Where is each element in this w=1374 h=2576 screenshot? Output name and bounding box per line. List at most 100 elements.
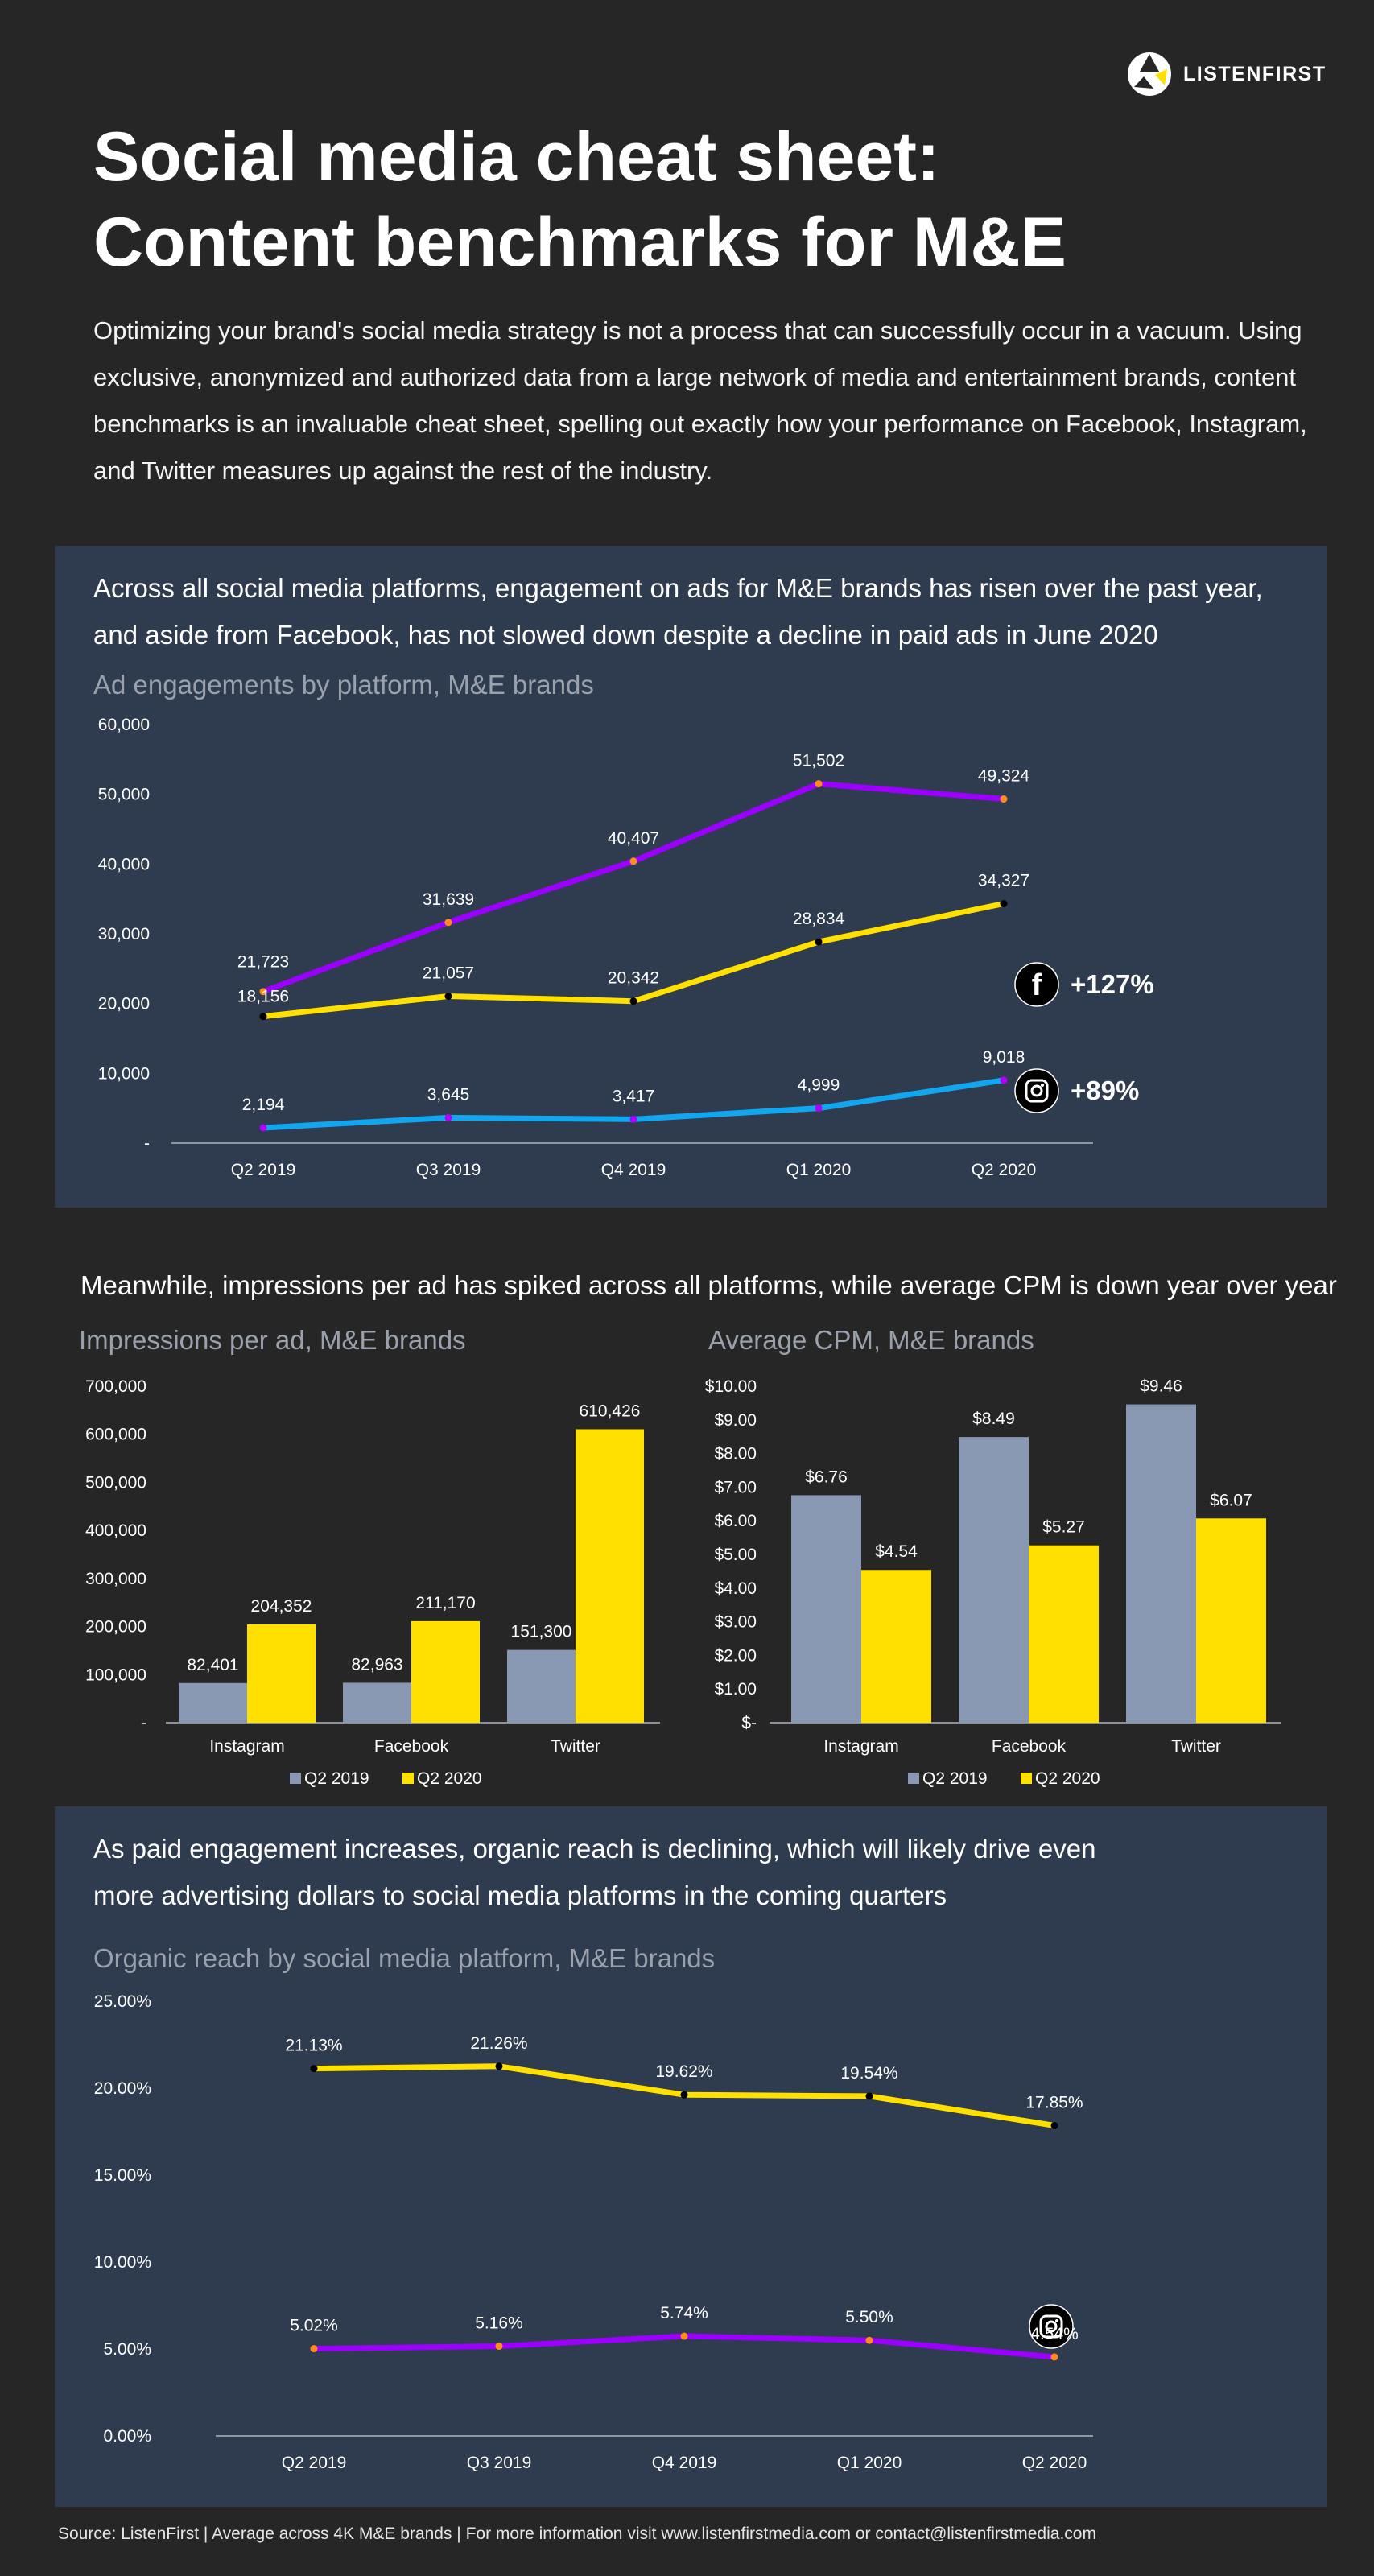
- organic-reach-chart: 0.00% 5.00% 10.00% 15.00% 20.00% 25.00% Q2 201…: [94, 1992, 1093, 2472]
- bar-data-label: $9.46: [1140, 1377, 1182, 1396]
- bar-data-label: $8.49: [972, 1410, 1015, 1428]
- x-tick-label: Twitter: [1171, 1737, 1221, 1756]
- x-tick-label: Q3 2019: [467, 2454, 532, 2472]
- bar-data-label: $6.07: [1210, 1491, 1252, 1509]
- y-tick-label: -: [144, 1134, 150, 1153]
- legend-label: Q2 2020: [1035, 1769, 1100, 1788]
- bar-q2-2020: [411, 1620, 480, 1723]
- instagram-data-point: [495, 2062, 503, 2070]
- twitter-data-label: 3,645: [427, 1085, 470, 1104]
- twitter-data-point: [815, 1104, 823, 1113]
- bar-data-label: $5.27: [1042, 1518, 1085, 1537]
- instagram-data-label: 19.62%: [655, 2062, 712, 2081]
- bar-q2-2019: [959, 1437, 1029, 1723]
- twitter-data-point: [1000, 1076, 1008, 1084]
- y-tick-label: $3.00: [714, 1613, 757, 1632]
- y-tick-label: 20.00%: [94, 2079, 151, 2098]
- instagram-icon: [1014, 1068, 1059, 1113]
- y-tick-label: 700,000: [85, 1377, 146, 1396]
- twitter-data-point: [444, 1113, 452, 1121]
- facebook-series-line: [262, 781, 1005, 995]
- y-tick-label: 50,000: [98, 786, 150, 804]
- instagram-data-point: [310, 2065, 318, 2073]
- instagram-data-point: [444, 993, 452, 1001]
- instagram-data-label: 28,834: [793, 910, 845, 928]
- instagram-change-label: +89%: [1071, 1075, 1139, 1105]
- x-tick-label: Q3 2019: [416, 1161, 481, 1179]
- y-tick-label: 25.00%: [94, 1992, 151, 2011]
- instagram-icon: [1029, 2304, 1074, 2349]
- facebook-data-label: 5.16%: [475, 2314, 523, 2333]
- y-tick-label: $6.00: [714, 1512, 757, 1530]
- instagram-data-label: 20,342: [608, 969, 659, 988]
- bar-data-label: 82,401: [187, 1656, 238, 1674]
- y-tick-label: 300,000: [85, 1570, 146, 1588]
- x-tick-label: Q4 2019: [652, 2454, 717, 2472]
- twitter-data-label: 2,194: [242, 1096, 285, 1114]
- y-tick-label: $1.00: [714, 1680, 757, 1699]
- twitter-data-point: [629, 1115, 637, 1123]
- x-tick-label: Q2 2019: [282, 2454, 347, 2472]
- instagram-data-point: [259, 1013, 267, 1021]
- twitter-data-label: 9,018: [983, 1048, 1025, 1067]
- bar-q2-2020: [861, 1570, 931, 1723]
- section3-headline: As paid engagement increases, organic re…: [93, 1826, 1095, 1919]
- ad-engagements-chart: - 10,000 20,000 30,000 40,000 50,000 60,000 Q2 …: [98, 716, 1154, 1179]
- x-tick-label: Q2 2019: [231, 1161, 296, 1179]
- bar-q2-2020: [247, 1624, 316, 1723]
- y-tick-label: 0.00%: [103, 2427, 151, 2446]
- x-tick-label: Facebook: [992, 1737, 1067, 1756]
- section3-headline-line1: As paid engagement increases, organic re…: [93, 1834, 1096, 1864]
- bar-q2-2020: [1196, 1518, 1266, 1723]
- facebook-data-point: [259, 988, 267, 996]
- y-tick-label: 30,000: [98, 925, 150, 943]
- bar-q2-2019: [179, 1682, 247, 1723]
- bar-data-label: $4.54: [875, 1542, 918, 1561]
- x-tick-label: Instagram: [823, 1737, 898, 1756]
- bar-data-label: 151,300: [511, 1623, 572, 1641]
- bar-data-label: 82,963: [351, 1655, 402, 1674]
- bar-q2-2019: [507, 1649, 576, 1723]
- y-tick-label: 10.00%: [94, 2253, 151, 2272]
- facebook-data-point: [310, 2345, 318, 2353]
- twitter-data-point: [259, 1124, 267, 1132]
- facebook-data-point: [865, 2336, 873, 2344]
- legend-swatch: [908, 1773, 919, 1784]
- y-tick-label: $4.00: [714, 1579, 757, 1598]
- facebook-data-point: [1000, 795, 1008, 803]
- y-tick-label: 500,000: [85, 1473, 146, 1492]
- legend-swatch: [1021, 1773, 1032, 1784]
- average-cpm-chart: $- $1.00 $2.00 $3.00 $4.00 $5.00 $6.00 $7.00 $8.…: [705, 1377, 1281, 1788]
- bar-q2-2019: [343, 1682, 411, 1723]
- bar-data-label: 211,170: [415, 1594, 475, 1612]
- listenfirst-logo: LISTENFIRST: [1127, 52, 1327, 97]
- svg-text:f: f: [1032, 968, 1042, 1002]
- facebook-data-label: 49,324: [978, 767, 1030, 786]
- y-tick-label: $9.00: [714, 1411, 757, 1430]
- section2-headline: Meanwhile, impressions per ad has spiked…: [80, 1270, 1337, 1300]
- facebook-data-point: [680, 2332, 688, 2340]
- facebook-data-label: 31,639: [423, 890, 474, 909]
- y-tick-label: 20,000: [98, 995, 150, 1013]
- bar-data-label: $6.76: [805, 1468, 848, 1486]
- facebook-data-point: [815, 780, 823, 788]
- listenfirst-logo-text: LISTENFIRST: [1183, 62, 1327, 85]
- y-tick-label: $7.00: [714, 1478, 757, 1496]
- instagram-data-point: [1050, 2121, 1058, 2129]
- x-tick-label: Q1 2020: [786, 1161, 852, 1179]
- bar-q2-2020: [576, 1429, 644, 1723]
- y-tick-label: 600,000: [85, 1426, 146, 1444]
- y-tick-label: 400,000: [85, 1521, 146, 1540]
- page-title-line2: Content benchmarks for M&E: [93, 204, 1067, 281]
- facebook-data-label: 5.74%: [660, 2304, 708, 2322]
- facebook-data-point: [444, 919, 452, 927]
- y-tick-label: $2.00: [714, 1646, 757, 1665]
- intro-paragraph: Optimizing your brand's social media str…: [93, 316, 1307, 485]
- instagram-data-point: [680, 2091, 688, 2099]
- y-tick-label: $8.00: [714, 1445, 757, 1463]
- x-tick-label: Q2 2020: [972, 1161, 1037, 1179]
- listenfirst-logo-icon: [1128, 52, 1171, 96]
- twitter-data-label: 3,417: [613, 1087, 655, 1105]
- bar-data-label: 610,426: [580, 1402, 641, 1420]
- facebook-data-label: 51,502: [793, 752, 844, 770]
